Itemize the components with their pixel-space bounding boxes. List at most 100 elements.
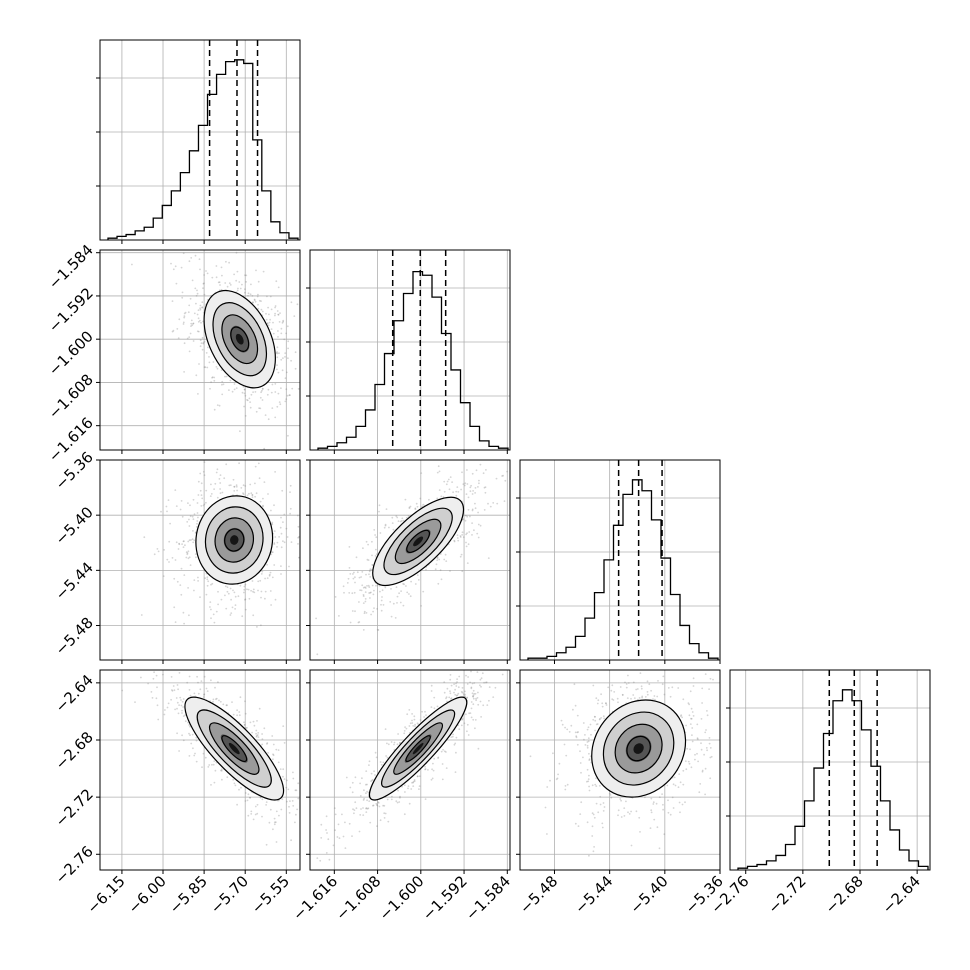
scatter-point [256, 295, 259, 298]
scatter-point [504, 479, 507, 482]
scatter-point [190, 325, 192, 327]
scatter-point [249, 721, 252, 724]
scatter-point [238, 711, 241, 713]
scatter-point [588, 789, 591, 792]
scatter-point [288, 565, 290, 568]
scatter-point [459, 555, 462, 558]
panel-frame [99, 669, 301, 871]
scatter-point [189, 694, 192, 697]
scatter-point [579, 762, 582, 764]
scatter-point [359, 782, 361, 785]
scatter-point [181, 709, 183, 712]
scatter-point [472, 695, 475, 698]
scatter-point [294, 789, 297, 792]
scatter-point [131, 263, 133, 266]
y-tick-label: −5.48 [52, 614, 97, 659]
scatter-point [443, 681, 446, 683]
scatter-point [561, 723, 564, 726]
scatter-point [276, 364, 278, 366]
scatter-point [205, 489, 208, 492]
scatter-point [234, 608, 237, 610]
scatter-point [236, 803, 239, 806]
panel-frame [309, 459, 511, 661]
scatter-point [257, 462, 260, 465]
scatter-point [696, 723, 699, 726]
scatter-point [402, 519, 405, 522]
scatter-point [444, 553, 447, 556]
scatter-point [616, 697, 619, 700]
scatter-point [474, 487, 477, 489]
scatter-point [625, 683, 628, 685]
scatter-point [696, 752, 698, 755]
x-tick-label: −5.44 [571, 872, 616, 917]
scatter-point [705, 729, 707, 731]
scatter-point [197, 494, 200, 496]
scatter-point [456, 534, 459, 537]
y-tick-label: −2.64 [52, 671, 97, 716]
scatter-point [396, 743, 399, 746]
scatter-point [667, 811, 670, 814]
scatter-point [692, 685, 695, 687]
scatter-point [691, 734, 693, 736]
scatter-point [432, 762, 434, 765]
histogram-grid [96, 77, 300, 187]
scatter-point [170, 676, 173, 678]
scatter-point [184, 720, 187, 723]
scatter-point [466, 562, 469, 564]
scatter-point [274, 314, 276, 317]
scatter-point [376, 804, 379, 807]
scatter-point [156, 686, 158, 689]
scatter-point [195, 526, 198, 528]
scatter-point [246, 494, 249, 497]
scatter-point [278, 814, 280, 817]
scatter-point [280, 358, 283, 361]
scatter-point [266, 322, 269, 324]
scatter-point [595, 777, 597, 780]
scatter-point [298, 536, 300, 538]
scatter-point [188, 724, 190, 726]
scatter-point [685, 768, 688, 771]
scatter-point [267, 306, 269, 309]
scatter-point [644, 696, 647, 698]
scatter-point [243, 591, 245, 594]
scatter-point [243, 388, 246, 391]
scatter-point [221, 380, 224, 383]
scatter-point [690, 707, 693, 710]
scatter-point [233, 383, 236, 385]
scatter-point [263, 481, 266, 483]
scatter-point [671, 686, 674, 689]
scatter-point [261, 387, 264, 390]
scatter-point [484, 491, 487, 494]
scatter-point [445, 697, 447, 700]
scatter-point [261, 798, 264, 801]
scatter-point [557, 773, 559, 776]
scatter-point [270, 308, 273, 311]
scatter-point [285, 527, 288, 530]
scatter-point [566, 783, 569, 786]
scatter-point [503, 500, 506, 502]
scatter-point [462, 518, 465, 521]
scatter-point [575, 735, 578, 738]
scatter-point [471, 692, 474, 695]
scatter-point [282, 775, 284, 778]
scatter-point [681, 803, 684, 806]
scatter-point [201, 301, 204, 304]
scatter-point [282, 768, 285, 771]
scatter-point [192, 541, 195, 544]
scatter-point [477, 511, 479, 514]
scatter-point [620, 816, 623, 818]
scatter-point [470, 701, 473, 703]
scatter-point [235, 484, 238, 487]
histogram-grid [306, 287, 510, 397]
scatter-point [162, 673, 164, 676]
scatter-point [473, 682, 476, 684]
scatter-point [684, 801, 686, 804]
scatter-point [587, 740, 590, 743]
scatter-point [471, 493, 474, 495]
scatter-point [176, 684, 179, 686]
scatter-point [580, 801, 583, 804]
scatter-point [294, 821, 296, 824]
scatter-point [399, 795, 401, 798]
scatter-point [239, 584, 242, 587]
